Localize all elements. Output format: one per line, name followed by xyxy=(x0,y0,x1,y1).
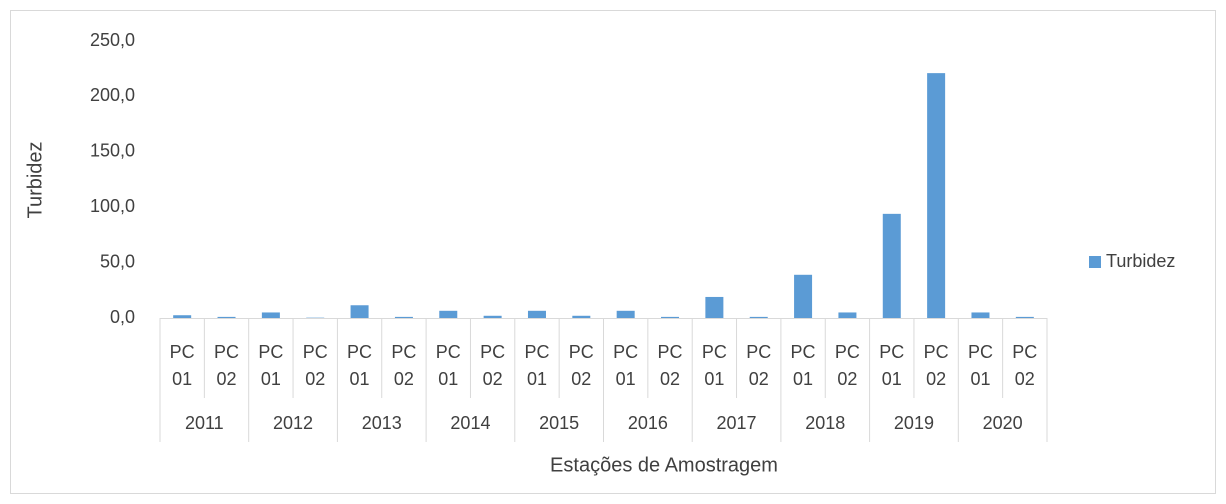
bar xyxy=(572,315,591,318)
group-label: 2012 xyxy=(273,413,313,433)
bar xyxy=(439,310,458,318)
legend-label: Turbidez xyxy=(1106,251,1175,271)
x-tick-label: PC 01 xyxy=(258,342,284,389)
y-axis-title: Turbidez xyxy=(24,141,46,218)
x-tick-label: PC 02 xyxy=(834,342,860,389)
group-label: 2014 xyxy=(450,413,490,433)
bar xyxy=(927,73,946,318)
bar xyxy=(971,312,990,318)
x-axis-title: Estações de Amostragem xyxy=(550,454,778,476)
group-label: 2016 xyxy=(628,413,668,433)
x-tick-label: PC 01 xyxy=(169,342,195,389)
x-tick-label: PC 01 xyxy=(701,342,727,389)
bar xyxy=(261,312,280,318)
bar xyxy=(616,310,635,318)
bar xyxy=(173,315,192,318)
bar xyxy=(705,296,724,318)
x-tick-label: PC 02 xyxy=(568,342,594,389)
y-tick-label: 250,0 xyxy=(90,30,135,50)
x-tick-label: PC 02 xyxy=(391,342,417,389)
x-tick-label: PC 01 xyxy=(967,342,993,389)
x-tick-label: PC 02 xyxy=(480,342,506,389)
bar xyxy=(483,315,502,318)
x-tick-label: PC 01 xyxy=(613,342,639,389)
group-label: 2015 xyxy=(539,413,579,433)
legend-swatch xyxy=(1089,256,1101,268)
bar xyxy=(882,213,901,318)
bar xyxy=(350,305,369,318)
bar xyxy=(749,316,768,318)
group-label: 2013 xyxy=(362,413,402,433)
x-tick-label: PC 01 xyxy=(524,342,550,389)
group-label: 2020 xyxy=(983,413,1023,433)
group-label: 2011 xyxy=(185,413,224,433)
x-tick-label: PC 02 xyxy=(302,342,328,389)
group-label: 2018 xyxy=(805,413,845,433)
bar xyxy=(394,316,413,318)
bar xyxy=(217,316,236,318)
y-tick-label: 50,0 xyxy=(100,251,135,271)
x-tick-label: PC 01 xyxy=(435,342,461,389)
y-tick-label: 0,0 xyxy=(110,307,135,327)
bar xyxy=(661,316,680,318)
x-tick-label: PC 02 xyxy=(1012,342,1038,389)
x-tick-label: PC 02 xyxy=(746,342,772,389)
x-tick-label: PC 02 xyxy=(214,342,240,389)
y-tick-label: 150,0 xyxy=(90,141,135,161)
bar xyxy=(1015,316,1034,318)
x-tick-label: PC 02 xyxy=(923,342,949,389)
bar xyxy=(527,310,546,318)
x-tick-label: PC 01 xyxy=(790,342,816,389)
x-tick-label: PC 02 xyxy=(657,342,683,389)
y-tick-label: 200,0 xyxy=(90,85,135,105)
group-label: 2017 xyxy=(717,413,757,433)
bar xyxy=(838,312,857,318)
group-label: 2019 xyxy=(894,413,934,433)
x-tick-label: PC 01 xyxy=(347,342,373,389)
chart-frame xyxy=(10,10,1216,494)
x-tick-label: PC 01 xyxy=(879,342,905,389)
y-tick-label: 100,0 xyxy=(90,196,135,216)
bar xyxy=(794,274,813,318)
